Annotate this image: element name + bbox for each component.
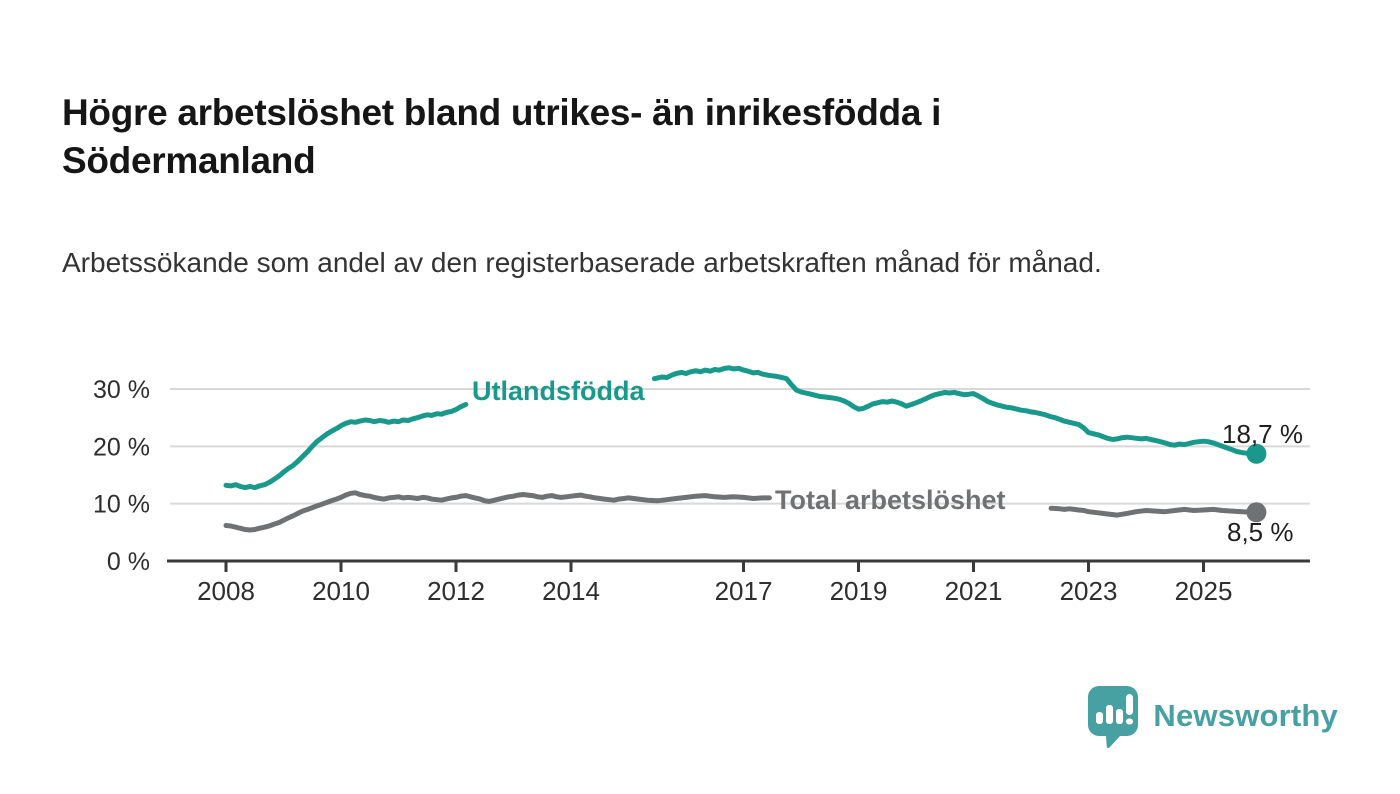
x-tick-label-2023: 2023 <box>1060 576 1118 606</box>
logo-bar-3 <box>1116 709 1124 724</box>
x-tick-label-2008: 2008 <box>197 576 255 606</box>
chart-subtitle: Arbetssökande som andel av den registerb… <box>62 247 1102 278</box>
page-title: Högre arbetslöshet bland utrikes- än inr… <box>62 91 942 181</box>
x-tick-label-2021: 2021 <box>945 576 1003 606</box>
y-tick-label-30: 30 % <box>93 376 150 404</box>
newsworthy-logo[interactable]: Newsworthy <box>1086 684 1338 748</box>
logo-exclamation-bar <box>1126 694 1134 715</box>
newsworthy-logo-icon <box>1088 686 1139 748</box>
series-end-dot <box>1246 502 1267 523</box>
series-utlandsfodda <box>223 365 1267 491</box>
series-label-utlandsfodda: Utlandsfödda <box>472 376 645 406</box>
end-value-label-total: 8,5 % <box>1227 517 1294 547</box>
x-tick-label-2014: 2014 <box>542 576 600 606</box>
x-tick-label-2010: 2010 <box>312 576 370 606</box>
gridlines <box>170 388 1310 505</box>
x-tick-label-2017: 2017 <box>715 576 773 606</box>
y-tick-label-20: 20 % <box>93 433 150 461</box>
y-tick-label-0: 0 % <box>107 548 150 576</box>
x-tick-label-2012: 2012 <box>427 576 485 606</box>
series-end-dot <box>1246 443 1267 464</box>
series-label-total-arbetsloshet: Total arbetslöshet <box>775 485 1006 515</box>
series-total <box>223 490 1267 533</box>
x-tick-label-2025: 2025 <box>1175 576 1233 606</box>
logo-bar-2 <box>1106 705 1114 724</box>
x-tick-label-2019: 2019 <box>830 576 888 606</box>
series-line <box>1048 505 1259 518</box>
logo-exclamation-dot <box>1126 718 1134 725</box>
series-line <box>223 402 469 491</box>
end-value-label-utlandsfodda: 18,7 % <box>1222 419 1303 449</box>
newsworthy-logo-text: Newsworthy <box>1153 698 1338 733</box>
y-tick-label-10: 10 % <box>93 491 150 519</box>
series-line <box>223 490 772 533</box>
y-axis-labels: 0 % 10 % 20 % 30 % <box>93 376 150 576</box>
series-line <box>651 365 1259 457</box>
logo-bar-1 <box>1096 712 1104 724</box>
x-axis: 2008 2010 2012 2014 2017 2019 2021 2023 2025 <box>167 559 1310 606</box>
